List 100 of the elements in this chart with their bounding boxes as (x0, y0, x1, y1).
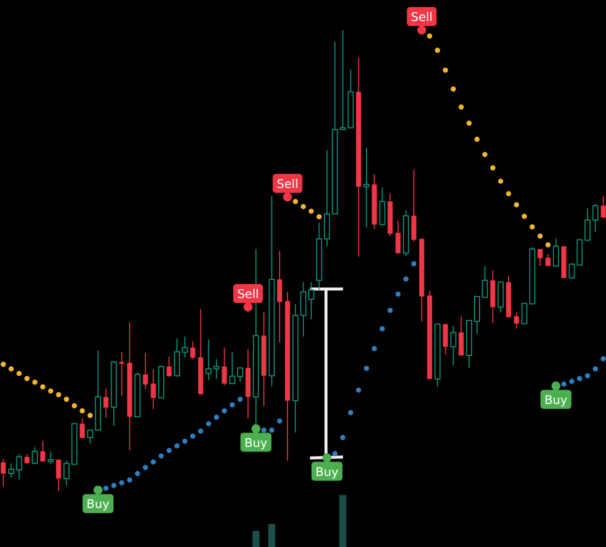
point (277, 418, 282, 424)
candlestick (142, 352, 148, 390)
candlestick (182, 336, 188, 358)
point (561, 381, 566, 387)
candlestick (119, 351, 124, 397)
point (166, 448, 172, 454)
candlestick (87, 430, 94, 444)
candlestick (222, 347, 227, 386)
text: Buy (544, 392, 568, 407)
point (8, 366, 14, 372)
point (395, 292, 401, 297)
candlestick (411, 168, 416, 242)
point (72, 403, 77, 408)
point (417, 26, 426, 34)
point (403, 276, 409, 282)
point (174, 443, 180, 448)
point (316, 214, 322, 220)
candlestick (482, 266, 488, 298)
point (244, 302, 253, 312)
point (238, 396, 243, 402)
point (348, 410, 354, 416)
series-label: Sell (410, 10, 433, 24)
point (24, 376, 30, 382)
candlestick (150, 368, 156, 410)
point (356, 387, 362, 393)
candlestick (396, 220, 401, 255)
point (182, 438, 188, 444)
candlestick (206, 338, 212, 381)
candlestick (277, 250, 282, 344)
point (490, 165, 496, 170)
point (32, 380, 38, 385)
point (364, 366, 370, 371)
candlestick (229, 351, 236, 384)
candlestick (48, 450, 54, 465)
point (450, 86, 456, 92)
point (530, 224, 535, 230)
candlestick (538, 248, 543, 267)
candlestick (514, 312, 519, 330)
point (16, 370, 22, 376)
point (482, 152, 488, 158)
point (134, 470, 140, 476)
point (522, 214, 527, 219)
point (0, 362, 6, 367)
candlestick (80, 418, 85, 438)
point (94, 486, 103, 495)
candlestick (600, 195, 606, 218)
point (48, 388, 54, 394)
point (88, 412, 93, 418)
text: Sell (237, 287, 259, 302)
point (269, 428, 274, 433)
point (103, 486, 109, 491)
point (474, 136, 480, 142)
point (592, 366, 598, 372)
point (56, 392, 62, 398)
candlestick (190, 340, 196, 360)
candlestick (552, 238, 559, 267)
candlestick (592, 203, 598, 232)
series-label: Buy (316, 464, 338, 479)
candlestick (458, 316, 464, 356)
point (230, 402, 235, 408)
text: Buy (244, 436, 268, 450)
point (80, 408, 85, 414)
point (388, 308, 393, 313)
point (261, 428, 266, 433)
point (222, 408, 227, 414)
candlestick (213, 358, 220, 380)
text: Sell (276, 176, 298, 191)
point (380, 326, 385, 332)
point (584, 373, 590, 378)
candlestick (63, 460, 70, 486)
point (332, 451, 338, 456)
point (434, 48, 440, 53)
point (458, 104, 464, 110)
point (300, 204, 306, 210)
point (569, 378, 574, 384)
point (158, 453, 164, 459)
point (545, 242, 551, 248)
candlestick (174, 338, 180, 378)
point (283, 192, 292, 202)
candlestick (0, 458, 6, 487)
point (251, 424, 260, 434)
point (292, 198, 298, 204)
candlestick (237, 367, 244, 382)
point (206, 421, 212, 426)
candlestick (56, 459, 62, 492)
point (411, 261, 416, 266)
point (198, 428, 204, 434)
point (538, 233, 543, 239)
point (64, 396, 70, 402)
point (119, 480, 124, 486)
point (506, 191, 512, 196)
candlestick (103, 388, 108, 418)
point (551, 381, 560, 390)
candlestick (584, 208, 591, 242)
candlestick (166, 356, 172, 378)
candlestick (8, 462, 14, 478)
candlestick (24, 454, 30, 464)
candlestick (379, 187, 386, 226)
point (322, 453, 332, 462)
point (427, 33, 432, 39)
